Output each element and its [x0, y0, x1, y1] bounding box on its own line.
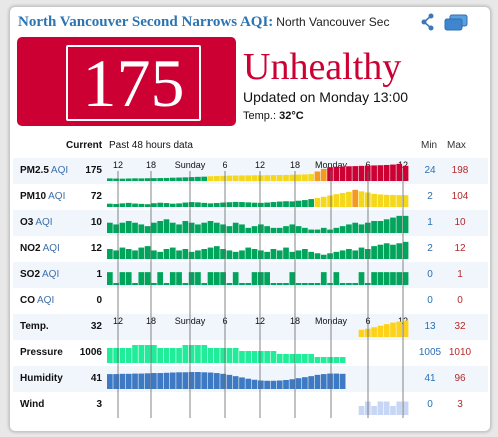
min-value: 41: [424, 373, 436, 384]
min-column-header: Min: [421, 140, 438, 151]
row-name: Wind: [20, 399, 45, 410]
min-value: 2: [427, 243, 433, 254]
min-value: 0: [427, 295, 433, 306]
current-column-header: Current: [66, 140, 103, 151]
row-unit: AQI: [48, 191, 66, 202]
min-value: 0: [427, 269, 433, 280]
row-name: NO2: [20, 243, 41, 254]
table-row: Wind 3 0 3: [13, 392, 488, 418]
row-unit: AQI: [42, 243, 60, 254]
row-label: CO AQI: [20, 295, 54, 306]
current-value: 1: [96, 269, 102, 280]
max-value: 104: [451, 191, 469, 202]
current-value: 41: [90, 373, 102, 384]
table-row: PM2.5 AQI 175 24 198: [13, 158, 488, 184]
current-temperature: Temp.: 32°C: [243, 110, 304, 122]
aqi-value: 175: [66, 45, 201, 121]
history-column-header: Past 48 hours data: [109, 140, 193, 151]
row-name: PM10: [20, 191, 47, 202]
row-label: Wind: [20, 399, 44, 410]
updated-time: Updated on Monday 13:00: [243, 89, 409, 105]
row-label: PM2.5 AQI: [20, 165, 68, 176]
current-value: 0: [96, 295, 102, 306]
row-name: PM2.5: [20, 165, 49, 176]
max-value: 1: [457, 269, 463, 280]
row-name: Pressure: [20, 347, 63, 358]
table-row: Humidity 41 41 96: [13, 366, 488, 392]
current-value: 175: [85, 165, 102, 176]
table-row: Temp. 32 13 32: [13, 314, 488, 340]
temp-value: 32°C: [279, 110, 304, 122]
row-unit: AQI: [42, 269, 60, 280]
row-name: Humidity: [20, 373, 63, 384]
current-value: 1006: [79, 347, 102, 358]
table-row: O3 AQI 10 1 10: [13, 210, 488, 236]
row-name: O3: [20, 217, 34, 228]
row-label: Humidity: [20, 373, 63, 384]
table-row: SO2 AQI 1 0 1: [13, 262, 488, 288]
table-row: Pressure 1006 1005 1010: [13, 340, 488, 366]
min-value: 0: [427, 399, 433, 410]
row-unit: AQI: [35, 217, 53, 228]
row-label: Temp.: [20, 321, 49, 332]
min-value: 1005: [418, 347, 442, 358]
row-label: PM10 AQI: [20, 191, 65, 202]
row-label: O3 AQI: [20, 217, 53, 228]
row-unit: AQI: [50, 165, 69, 176]
share-icon[interactable]: [420, 13, 436, 31]
max-value: 0: [457, 295, 463, 306]
table-row: NO2 AQI 12 2 12: [13, 236, 488, 262]
aqi-status: Unhealthy: [243, 46, 402, 88]
aqi-widget: North Vancouver Second Narrows AQI: North…: [9, 6, 491, 432]
current-value: 3: [96, 399, 102, 410]
current-value: 72: [90, 191, 102, 202]
max-value: 1010: [448, 347, 472, 358]
station-title: North Vancouver Second Narrows AQI:: [18, 14, 274, 30]
max-value: 12: [454, 243, 466, 254]
widget-header: North Vancouver Second Narrows AQI: North…: [18, 13, 403, 31]
min-value: 2: [427, 191, 433, 202]
min-value: 13: [424, 321, 436, 332]
min-value: 1: [427, 217, 433, 228]
row-label: NO2 AQI: [20, 243, 60, 254]
max-value: 32: [454, 321, 466, 332]
current-value: 12: [90, 243, 102, 254]
row-label: SO2 AQI: [20, 269, 59, 280]
row-name: Temp.: [20, 321, 49, 332]
current-value: 10: [90, 217, 102, 228]
aqi-value-box: 175: [17, 37, 236, 126]
station-select[interactable]: North Vancouver Sec: [276, 15, 390, 29]
min-value: 24: [424, 165, 436, 176]
current-value: 32: [90, 321, 102, 332]
row-unit: AQI: [37, 295, 55, 306]
table-row: PM10 AQI 72 2 104: [13, 184, 488, 210]
windows-icon[interactable]: [443, 14, 469, 32]
max-column-header: Max: [447, 140, 466, 151]
max-value: 96: [454, 373, 466, 384]
row-name: CO: [20, 295, 35, 306]
max-value: 198: [451, 165, 469, 176]
max-value: 3: [457, 399, 463, 410]
max-value: 10: [454, 217, 466, 228]
row-label: Pressure: [20, 347, 63, 358]
temp-label: Temp.:: [243, 110, 277, 122]
row-name: SO2: [20, 269, 41, 280]
table-row: CO AQI 0 0 0: [13, 288, 488, 314]
